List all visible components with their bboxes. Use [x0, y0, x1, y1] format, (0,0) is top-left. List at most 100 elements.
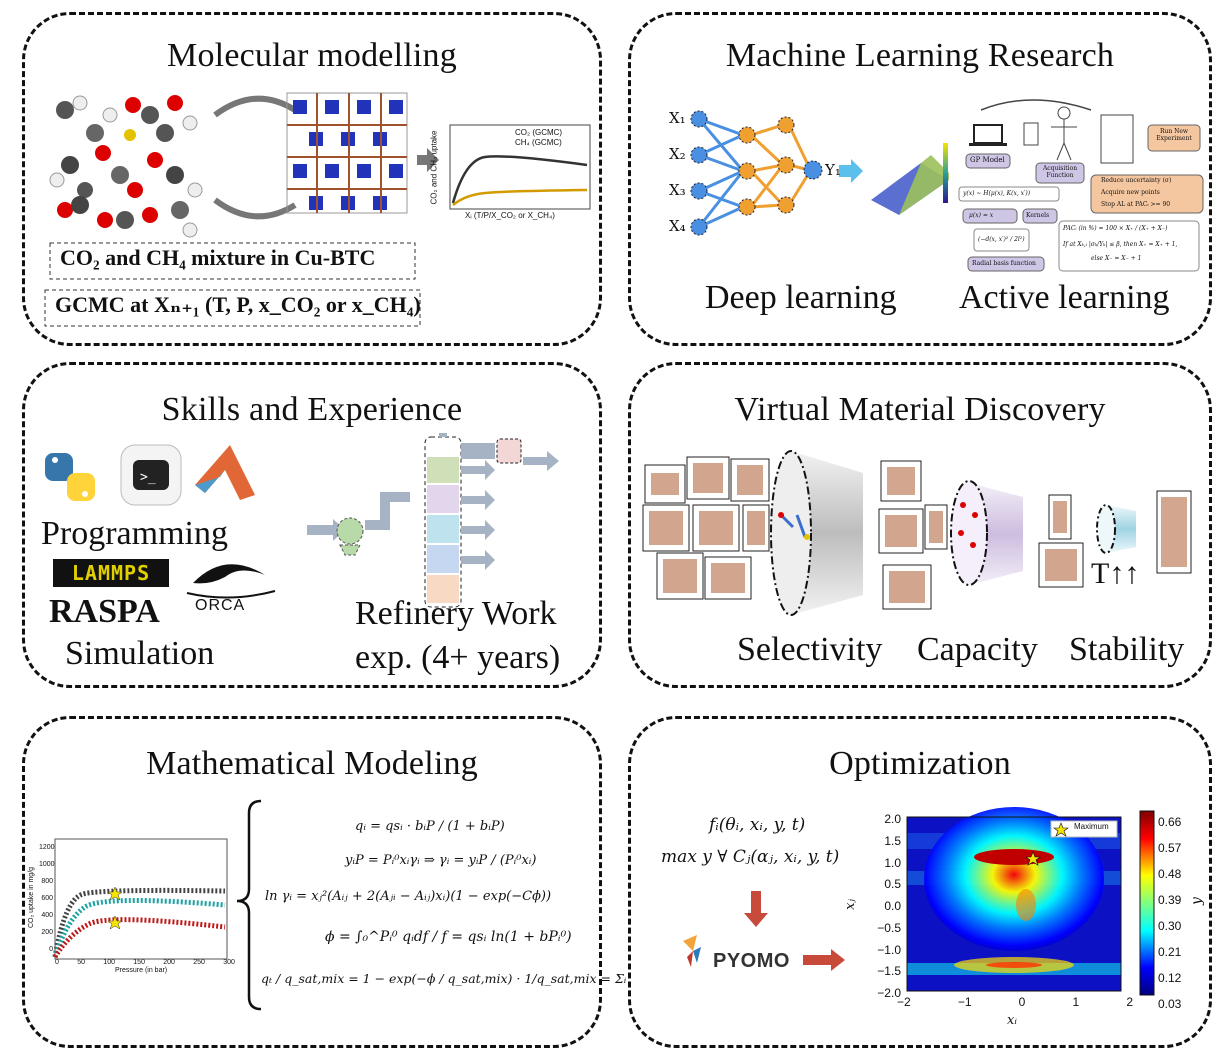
- panel-mathematical-modeling: Mathematical Modeling 1200 1000 800 600 400 2…: [22, 716, 669, 1048]
- lammps-logo: [53, 559, 169, 587]
- rbf-label: Radial basis function: [972, 260, 1036, 267]
- pyomo-logo-icon: [683, 935, 701, 967]
- equation-2: yᵢP = Pᵢ⁰xᵢγᵢ ⇒ γᵢ = yᵢP / (Pᵢ⁰xᵢ): [345, 853, 537, 868]
- terminal-icon: >_: [120, 444, 182, 506]
- deep-learning-label: Deep learning: [705, 279, 897, 316]
- run-new-label: Run New Experiment: [1156, 128, 1192, 142]
- rbf-equation: (−d(x, x′)² / 2l²): [978, 236, 1025, 243]
- brace-icon: [236, 799, 262, 1011]
- maximum-star-icon: [1025, 851, 1041, 866]
- reduce-item-2: Acquire new points: [1101, 189, 1160, 196]
- panel-virtual-material-discovery: Virtual Material Discovery: [628, 362, 1212, 688]
- panel-title: Optimization: [829, 745, 1011, 782]
- mu-label: μ(x) = x: [969, 212, 994, 219]
- refinery-label-1: Refinery Work: [355, 595, 557, 632]
- input-x1: X₁: [669, 109, 686, 127]
- arrow-down-icon: [751, 891, 761, 915]
- equation-1: qᵢ = qsᵢ · bᵢP / (1 + bᵢP): [355, 819, 505, 834]
- panel-skills-experience: Skills and Experience >_: [22, 362, 602, 688]
- equation-4: ϕ = ∫₀^Pᵢ⁰ qᵢdf / f = qsᵢ ln(1 + bPᵢ⁰): [325, 929, 572, 945]
- gp-equation: y(x) ~ H(μ(x), K(x, x′)): [963, 190, 1031, 197]
- plot-xlabel: Xᵢ (T/P/X_CO₂ or X_CH₄): [465, 211, 555, 220]
- molecule-cluster-icon: [49, 95, 203, 238]
- python-logo-icon: [45, 453, 95, 501]
- legend-maximum: Maximum: [1074, 822, 1109, 831]
- xticks: −2 −1 0 1 2: [897, 995, 1133, 1009]
- arrow-right-icon: [803, 955, 833, 965]
- colorbar: [1139, 810, 1155, 996]
- lammps-label: LAMMPS: [71, 561, 151, 585]
- gcmc-label: GCMC at Xₙ₊₁ (T, P, x_CO₂ or x_CH₄): [55, 292, 421, 317]
- active-learning-diagram: [958, 99, 1204, 272]
- orca-label: ORCA: [195, 597, 246, 614]
- stability-label: Stability: [1069, 631, 1185, 668]
- panel-molecular-modelling: Molecular modelling: [22, 12, 602, 346]
- selectivity-label: Selectivity: [737, 631, 883, 668]
- active-learning-label: Active learning: [959, 279, 1170, 316]
- plot-xticks: 0 50 100 150 200 250 300: [55, 959, 235, 966]
- plot-legend-ch4: CH₄ (GCMC): [515, 138, 562, 147]
- acquisition-label: Acquisition Function: [1042, 165, 1078, 179]
- curve-arrow-icon: [213, 197, 297, 220]
- screening-funnel-diagram: [642, 450, 1192, 616]
- skills-illustration: >_: [45, 433, 559, 608]
- condition-equation: If at Xₖ,ᵢ |σₖ/Yₖ| ≤ β, then X₊ = X₊ + 1…: [1063, 241, 1178, 248]
- output-y1: Y₁: [825, 161, 841, 179]
- yticks: 2.0 1.5 1.0 0.5 0.0 −0.5 −1.0 −1.5 −2.0: [877, 812, 901, 1000]
- plot-ylabel: CO₂ uptake in mg/g: [28, 866, 36, 929]
- series-2-line: [52, 897, 226, 958]
- temperature-label: T↑↑: [1091, 557, 1140, 590]
- xlabel: xᵢ: [1007, 1013, 1017, 1028]
- simulation-label: Simulation: [65, 635, 215, 672]
- panel-title: Machine Learning Research: [725, 37, 1115, 74]
- objective-equation: fᵢ(θᵢ, xᵢ, y, t): [709, 815, 806, 835]
- input-x2: X₂: [669, 145, 686, 163]
- arrow-right-icon: [839, 159, 863, 183]
- else-equation: else X₋ = X₋ + 1: [1091, 255, 1142, 262]
- orca-logo-icon: [186, 564, 276, 599]
- panel-title: Skills and Experience: [161, 391, 463, 428]
- curve-arrow-icon: [213, 95, 297, 118]
- series-1-line: [52, 887, 226, 958]
- molecular-illustration: [44, 92, 591, 327]
- matlab-logo-icon: [195, 445, 255, 500]
- cu-btc-crystal-icon: [286, 92, 408, 214]
- mixture-label: CO₂ and CH₄ mixture in Cu-BTC: [60, 245, 376, 270]
- equation-5: qₜ / q_sat,mix = 1 − exp(−ϕ / q_sat,mix)…: [261, 971, 669, 986]
- equation-3: ln γᵢ = xⱼ²(Aᵢⱼ + 2(Aⱼᵢ − Aᵢⱼ)xᵢ)(1 − ex…: [265, 889, 552, 904]
- neural-network-diagram: [690, 99, 1204, 272]
- ylabel: xⱼ: [842, 899, 858, 910]
- kernels-label: Kernels: [1026, 212, 1050, 219]
- isotherm-plot: [52, 799, 262, 1011]
- reduce-item-3: Stop AL at PACᵢ >= 90: [1101, 201, 1171, 208]
- plot-yticks: 1200 1000 800 600 400 200 0: [39, 844, 55, 953]
- colorbar-ticks: 0.66 0.57 0.48 0.39 0.30 0.21 0.12 0.03: [1158, 815, 1182, 1011]
- refinery-label-2: exp. (4+ years): [355, 639, 561, 676]
- arrow-right-icon: [417, 148, 439, 172]
- plot-legend-co2: CO₂ (GCMC): [515, 128, 563, 137]
- optimization-illustration: [683, 807, 1155, 996]
- surface-plot-icon: [871, 143, 949, 215]
- svg-text:>_: >_: [140, 470, 156, 485]
- capacity-label: Capacity: [917, 631, 1038, 668]
- pac-equation: PACᵢ (in %) = 100 × X₊ / (X₊ + X₋): [1063, 225, 1168, 232]
- reduce-item-1: Reduce uncertainty (σ): [1101, 177, 1172, 184]
- plot-ylabel: CO₂ and CH₄ uptake: [429, 130, 439, 205]
- input-x4: X₄: [669, 217, 686, 235]
- person-icon: [1057, 106, 1071, 120]
- panel-title: Mathematical Modeling: [146, 745, 478, 782]
- panel-title: Virtual Material Discovery: [734, 391, 1106, 428]
- panel-title: Molecular modelling: [167, 37, 457, 74]
- laptop-icon: [973, 124, 1003, 144]
- panel-machine-learning: Machine Learning Research: [628, 12, 1212, 346]
- uptake-plot: [449, 124, 591, 210]
- constraint-equation: max y ∀ Cⱼ(αⱼ, xᵢ, y, t): [661, 847, 840, 867]
- gp-model-label: GP Model: [970, 156, 1005, 164]
- input-x3: X₃: [669, 181, 686, 199]
- series-3-line: [52, 917, 226, 959]
- raspa-label: RASPA: [49, 593, 160, 630]
- plot-xlabel: Pressure (in bar): [115, 967, 168, 974]
- panel-optimization: Optimization fᵢ(θᵢ, xᵢ, y, t) max y ∀ Cⱼ…: [628, 716, 1212, 1048]
- programming-label: Programming: [41, 515, 228, 552]
- pyomo-label: PYOMO: [713, 950, 790, 972]
